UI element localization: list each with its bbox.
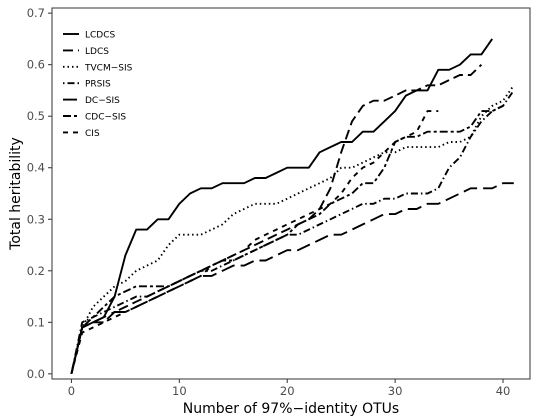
y-tick-label: 0.7 bbox=[27, 6, 45, 20]
x-tick-label: 10 bbox=[172, 384, 187, 398]
y-tick-label: 0.6 bbox=[27, 58, 45, 72]
legend-label: CDC−SIS bbox=[85, 113, 126, 123]
legend-label: CIS bbox=[85, 129, 100, 139]
x-tick-label: 20 bbox=[280, 384, 295, 398]
y-tick-label: 0.0 bbox=[27, 367, 45, 381]
series-line-ldcs bbox=[70, 64, 483, 375]
y-tick-label: 0.1 bbox=[27, 315, 45, 329]
legend-label: DC−SIS bbox=[85, 96, 120, 106]
legend-label: PRSIS bbox=[85, 80, 111, 90]
y-axis-title: Total heritability bbox=[8, 137, 24, 251]
series-line-cdc-sis bbox=[70, 105, 504, 375]
y-axis: 0.0 0.1 0.2 0.3 0.4 0.5 0.6 0.7 bbox=[27, 6, 52, 381]
x-tick-label: 30 bbox=[388, 384, 403, 398]
legend-label: TVCM−SIS bbox=[84, 63, 133, 73]
x-tick-label: 0 bbox=[68, 384, 75, 398]
y-tick-label: 0.4 bbox=[27, 161, 45, 175]
series-line-dc-sis bbox=[70, 182, 514, 375]
series-line-lcdcs bbox=[70, 38, 493, 375]
y-tick-label: 0.2 bbox=[27, 264, 45, 278]
series-layer bbox=[70, 38, 515, 375]
legend-label: LCDCS bbox=[85, 31, 116, 41]
x-axis: 0 10 20 30 40 bbox=[68, 379, 511, 398]
x-axis-title: Number of 97%−identity OTUs bbox=[183, 401, 399, 417]
y-tick-label: 0.3 bbox=[27, 212, 45, 226]
y-tick-label: 0.5 bbox=[27, 109, 45, 123]
series-line-prsis bbox=[70, 89, 515, 374]
legend-label: LDCS bbox=[85, 47, 109, 57]
legend: LCDCS LDCS TVCM−SIS PRSIS DC−SIS CDC−SIS CIS bbox=[63, 31, 133, 139]
x-tick-label: 40 bbox=[496, 384, 511, 398]
